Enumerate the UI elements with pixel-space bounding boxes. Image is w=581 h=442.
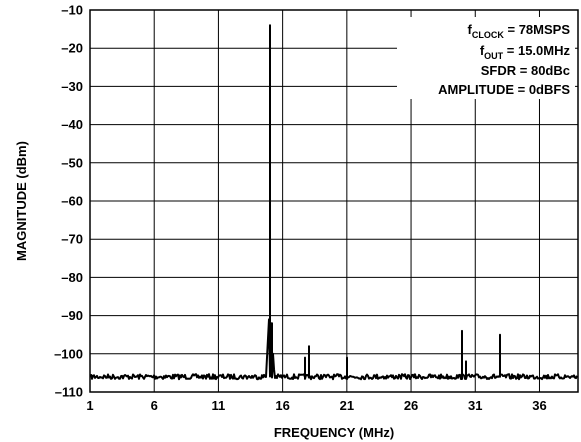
annotation-background xyxy=(397,17,575,99)
x-axis-title: FREQUENCY (MHz) xyxy=(274,425,394,440)
y-tick-label: –100 xyxy=(54,346,83,361)
x-tick-label: 11 xyxy=(212,398,226,413)
x-tick-label: 36 xyxy=(532,398,546,413)
y-tick-label: –110 xyxy=(55,385,83,400)
x-tick-label: 16 xyxy=(275,398,289,413)
x-tick-label: 31 xyxy=(468,398,482,413)
y-tick-label: –50 xyxy=(61,155,83,170)
y-tick-label: –40 xyxy=(61,117,83,132)
x-tick-labels: 1 6 11 16 21 26 31 36 xyxy=(86,398,546,413)
spectrum-trace xyxy=(90,24,578,381)
annotation-line: SFDR = 80dBc xyxy=(481,63,570,78)
spectrum-line xyxy=(90,24,578,381)
x-tick-label: 6 xyxy=(151,398,158,413)
y-axis-title: MAGNITUDE (dBm) xyxy=(14,141,29,261)
y-tick-label: –30 xyxy=(61,79,83,94)
y-tick-label: –60 xyxy=(61,194,83,209)
annotation-line: fCLOCK = 78MSPS xyxy=(468,22,571,40)
x-tick-label: 26 xyxy=(404,398,418,413)
plot-frame xyxy=(89,9,579,393)
y-tick-labels: –10 –20 –30 –40 –50 –60 –70 –80 –90 –100 –110 xyxy=(54,3,83,400)
y-tick-label: –20 xyxy=(61,41,83,56)
y-tick-label: –10 xyxy=(61,3,83,18)
annotation-line: fOUT = 15.0MHz xyxy=(480,43,571,61)
y-tick-label: –80 xyxy=(61,270,83,285)
x-tick-label: 21 xyxy=(340,398,354,413)
x-tick-label: 1 xyxy=(86,398,93,413)
annotation-box: fCLOCK = 78MSPS fOUT = 15.0MHz SFDR = 80dB… xyxy=(397,17,575,99)
y-tick-label: –70 xyxy=(61,232,83,247)
y-tick-label: –90 xyxy=(61,308,83,323)
annotation-line: AMPLITUDE = 0dBFS xyxy=(438,82,570,97)
